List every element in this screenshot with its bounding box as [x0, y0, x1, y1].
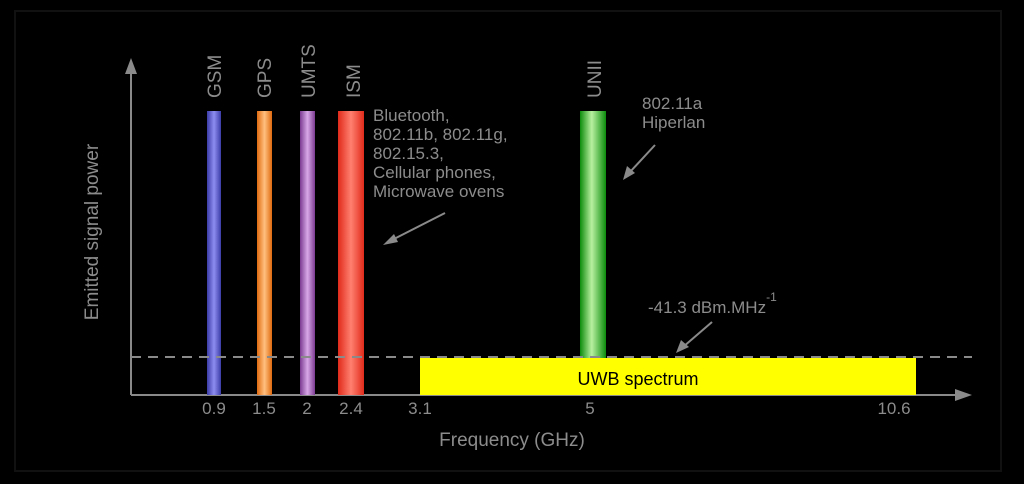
- x-tick-label: 0.9: [202, 399, 226, 418]
- x-axis-label: Frequency (GHz): [439, 430, 585, 451]
- ism-pointer-arrow: [391, 212, 446, 241]
- band-bar-gsm: [207, 111, 221, 395]
- x-axis-arrow: [955, 389, 972, 401]
- uwb-spectrum-bar: [420, 358, 916, 395]
- x-tick-labels: 0.9 1.5 2 2.4 3.1 5 10.6: [202, 399, 910, 418]
- ism-app-line: 802.15.3,: [373, 144, 444, 163]
- limit-pointer-arrow: [682, 321, 713, 348]
- uwb-spectrum-label: UWB spectrum: [577, 369, 698, 389]
- band-label-gps: GPS: [255, 58, 276, 98]
- limit-value-text: -41.3 dBm.MHz: [648, 298, 766, 317]
- band-bar-unii: [580, 111, 606, 358]
- x-tick-label: 5: [585, 399, 594, 418]
- band-bar-gps: [257, 111, 272, 395]
- figure-frame: [14, 10, 1002, 472]
- unii-applications-note: 802.11a Hiperlan: [642, 94, 705, 132]
- unii-app-line: 802.11a: [642, 94, 703, 113]
- ism-app-line: 802.11b, 802.11g,: [373, 125, 508, 144]
- x-tick-label: 1.5: [252, 399, 276, 418]
- unii-app-line: Hiperlan: [642, 113, 705, 132]
- ism-applications-note: Bluetooth, 802.11b, 802.11g, 802.15.3, C…: [373, 106, 508, 201]
- band-bar-ism: [338, 111, 364, 395]
- limit-value-label: -41.3 dBm.MHz-1: [648, 290, 777, 317]
- ism-app-line: Cellular phones,: [373, 163, 496, 182]
- x-tick-label: 2.4: [339, 399, 363, 418]
- band-bar-umts: [300, 111, 315, 395]
- y-axis-arrow: [125, 58, 137, 74]
- unii-pointer-arrowhead: [623, 166, 635, 180]
- band-label-ism: ISM: [344, 64, 365, 98]
- x-tick-label: 2: [302, 399, 311, 418]
- unii-pointer-arrow: [629, 144, 656, 173]
- band-label-unii: UNII: [585, 60, 606, 98]
- band-label-gsm: GSM: [205, 55, 226, 98]
- ism-app-line: Bluetooth,: [373, 106, 450, 125]
- limit-pointer-arrowhead: [676, 340, 689, 353]
- ism-pointer-arrowhead: [383, 234, 398, 245]
- band-label-umts: UMTS: [299, 44, 320, 98]
- y-axis-label: Emitted signal power: [82, 143, 103, 320]
- ism-app-line: Microwave ovens: [373, 182, 504, 201]
- x-tick-label: 3.1: [408, 399, 432, 418]
- limit-value-exponent: -1: [766, 290, 777, 304]
- x-tick-label: 10.6: [877, 399, 910, 418]
